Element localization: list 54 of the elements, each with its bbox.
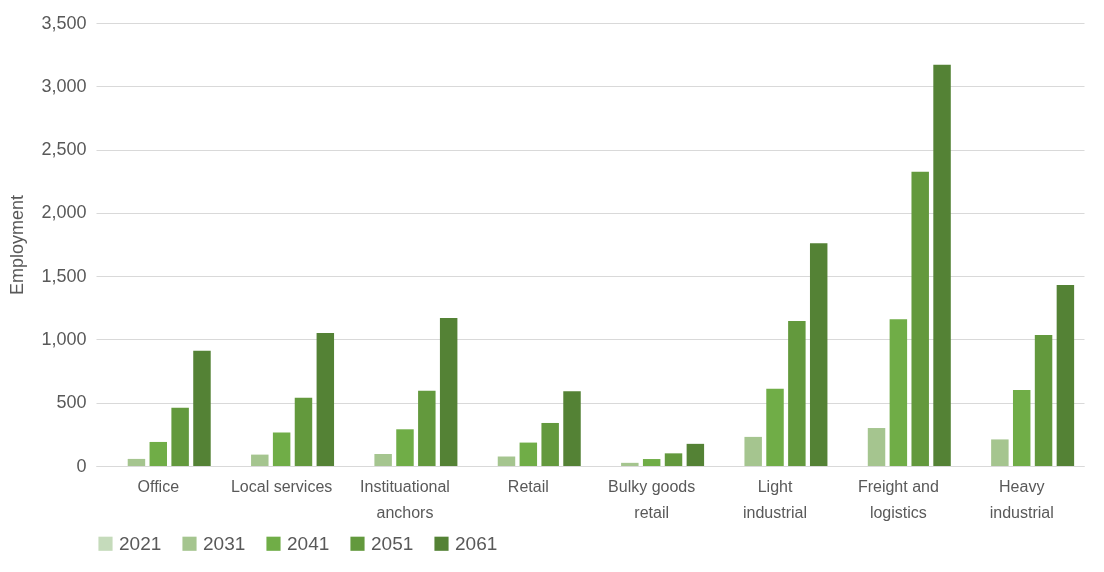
bar [889,319,908,466]
y-tick-label: 2,500 [41,139,87,160]
bar [396,429,414,466]
bar [519,442,538,466]
x-tick-label: Retail [507,477,549,495]
bar [1034,335,1053,466]
bar [1056,285,1075,466]
bar [418,390,436,466]
y-tick-label: 500 [56,392,87,413]
bar [439,317,458,466]
x-tick-label: Office [137,477,180,495]
y-tick-label: 2,000 [41,202,87,223]
bar [911,171,929,466]
bar [149,441,168,466]
bar [193,350,211,466]
y-tick-label: 3,500 [41,12,87,33]
bar [374,453,392,466]
legend-label: 2031 [203,532,246,554]
x-tick-label: Light industrial [743,477,808,521]
bar [642,459,661,466]
bar [497,456,516,466]
x-tick-label: Freight and logistics [857,477,939,521]
bar [744,436,762,466]
bar [686,443,705,466]
bar [316,333,335,466]
bar [809,243,828,466]
bar [788,321,806,466]
bar [541,422,559,466]
bar [991,439,1009,466]
legend-label: 2051 [371,532,414,554]
bar [272,432,291,466]
x-tick-label: Instituational anchors [360,477,450,521]
bar [933,64,951,466]
y-tick-label: 1,500 [41,265,87,286]
bar [251,454,269,466]
y-tick-label: 3,000 [41,75,87,96]
legend-label: 2041 [287,532,330,554]
bar [621,462,639,466]
bar [867,428,886,466]
bar [664,453,683,466]
bar [171,407,189,466]
x-tick-label: Heavy industrial [989,477,1054,521]
y-axis-title: Employment [7,194,28,296]
bar [766,388,784,466]
legend-label: 2021 [119,532,162,554]
bar [294,397,313,466]
y-tick-label: 1,000 [41,328,87,349]
bar [1012,390,1031,466]
x-tick-label: Bulky goods retail [608,477,696,521]
legend-label: 2061 [455,532,498,554]
bar [127,458,146,466]
y-tick-label: 0 [76,455,87,476]
x-tick-label: Local services [230,477,333,495]
bar [563,391,581,466]
